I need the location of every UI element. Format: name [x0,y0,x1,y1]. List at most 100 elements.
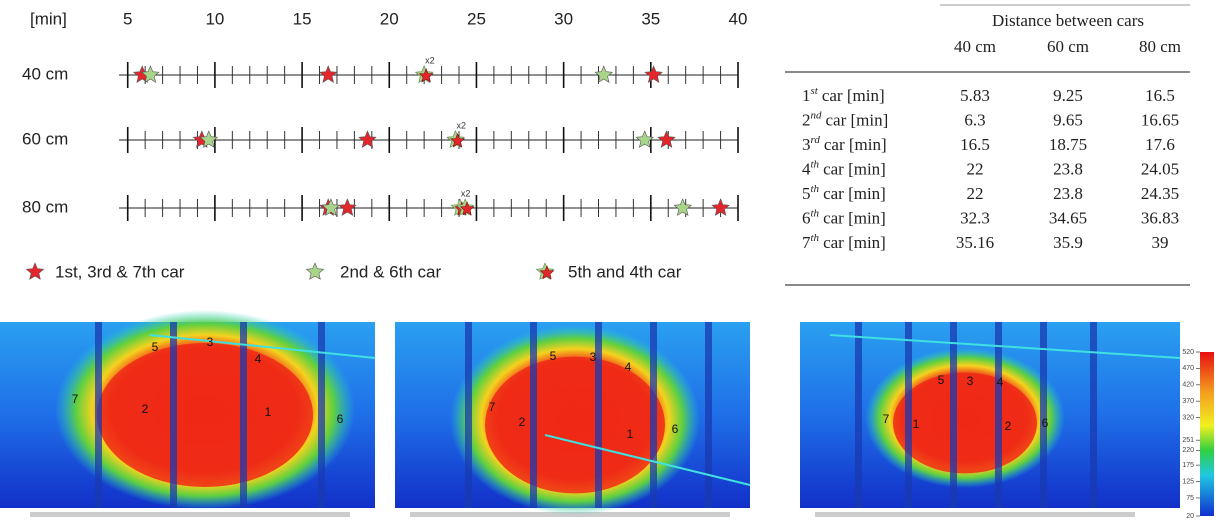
row-number: 2 [802,110,811,129]
roof-gap [318,322,325,508]
table-cell: 35.9 [1053,233,1083,252]
table-cell: 23.8 [1053,184,1083,203]
region-label: 2 [142,402,149,416]
colorbar-tick-label: 75 [1186,495,1194,502]
row-number: 6 [802,208,811,227]
roof-gap [240,322,247,508]
figure: [min] Distance between cars 510152025303… [0,0,1216,520]
roof-gap [950,322,957,508]
column-header: 80 cm [1139,37,1181,56]
row-number: 1 [802,86,811,105]
marker [416,66,433,82]
table-cell: 18.75 [1049,135,1087,154]
roof-gap [170,322,177,508]
colorbar-tick-label: 175 [1182,462,1194,469]
roof-gap [905,322,912,508]
row-text: car [min] [822,86,885,105]
roof-gap [95,322,102,508]
roof-gap [650,322,657,508]
table-cell: 22 [967,184,984,203]
row-suffix: th [811,207,820,219]
colorbar-tick-label: 520 [1182,349,1194,356]
page: {"chart_data": { "type": "timeline", "x_… [0,0,1216,520]
region-label: 4 [255,352,262,366]
row-suffix: th [811,232,820,244]
table-cell: 16.5 [960,135,990,154]
scrollbar [815,512,1135,517]
region-label: 2 [519,415,526,429]
row-suffix: th [811,183,820,195]
marker [26,263,43,279]
table-cell: 6.3 [964,110,985,129]
column-header: 40 cm [954,37,996,56]
marker-part [320,66,337,82]
region-label: 5 [152,340,159,354]
marker-part [306,263,323,279]
colorbar-tick-label: 125 [1182,478,1194,485]
marker-part [595,66,612,82]
x-axis-label: [min] [30,9,67,28]
x-tick-label: 30 [554,9,573,28]
row-suffix: st [811,85,819,97]
colorbar-tick-label: 320 [1182,414,1194,421]
region-label: 4 [997,375,1004,389]
table-cell: 32.3 [960,208,990,227]
region-label: 6 [337,412,344,426]
region-label: 5 [550,349,557,363]
marker [306,263,323,279]
colorbar-tick-label: 420 [1182,382,1194,389]
row-header: 5thcar [min] [802,183,886,203]
table-cell: 9.25 [1053,86,1083,105]
x-tick-label: 20 [380,9,399,28]
row-label: 40 cm [22,64,68,83]
x-tick-label: 25 [467,9,486,28]
x-tick-label: 15 [293,9,312,28]
marker [339,199,356,215]
region-label: 3 [207,335,214,349]
marker-part [339,199,356,215]
row-suffix: rd [811,134,821,146]
region-label: 1 [265,405,272,419]
table-cell: 35.16 [956,233,994,252]
region-label: 3 [967,374,974,388]
x-tick-label: 10 [205,9,224,28]
row-label: 80 cm [22,197,68,216]
heatmap-core [97,343,313,487]
table-title: Distance between cars [992,11,1144,30]
marker-part [26,263,43,279]
heatmap-core [485,357,665,494]
region-label: 2 [1005,419,1012,433]
marker [320,66,337,82]
region-label: 1 [627,427,634,441]
table-cell: 16.5 [1145,86,1175,105]
row-number: 5 [802,184,811,203]
marker [645,66,662,82]
region-label: 3 [590,350,597,364]
row-text: car [min] [823,208,886,227]
marker [674,199,691,215]
marker [595,66,612,82]
legend-label: 2nd & 6th car [340,262,441,281]
row-header: 1stcar [min] [802,85,885,105]
colorbar-tick-label: 470 [1182,365,1194,372]
roof-gap [1090,322,1097,508]
colorbar-tick-label: 220 [1182,447,1194,454]
colorbar [1200,352,1214,516]
table-cell: 5.83 [960,86,990,105]
row-header: 2ndcar [min] [802,109,888,129]
marker-annotation: x2 [425,55,435,65]
table-cell: 24.05 [1141,159,1179,178]
region-label: 7 [72,392,79,406]
region-label: 6 [672,422,679,436]
row-text: car [min] [823,233,886,252]
legend-label: 1st, 3rd & 7th car [55,262,185,281]
row-text: car [min] [826,110,889,129]
marker-part [645,66,662,82]
region-label: 7 [489,400,496,414]
region-label: 4 [625,360,632,374]
marker [658,131,675,147]
table-cell: 17.6 [1145,135,1175,154]
row-text: car [min] [824,135,887,154]
